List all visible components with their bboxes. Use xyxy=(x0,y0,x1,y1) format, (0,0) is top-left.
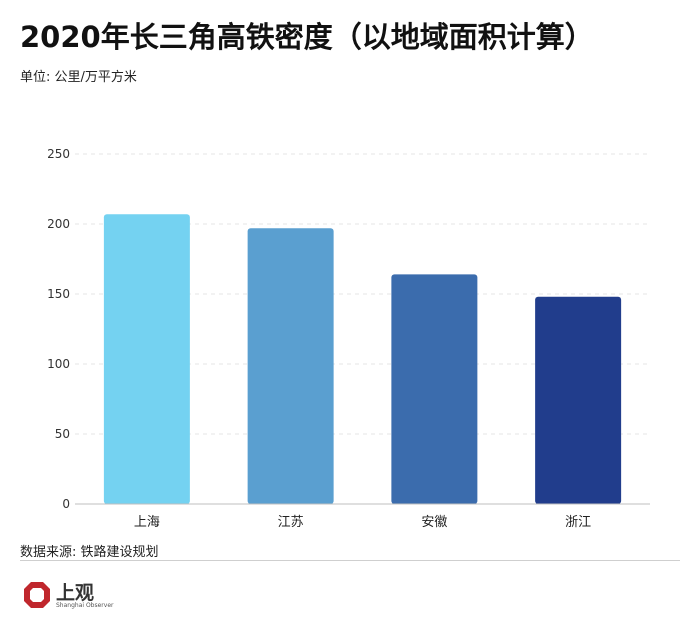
logo-subtext: Shanghai Observer xyxy=(56,602,114,609)
bar-2 xyxy=(391,274,478,504)
x-tick-label: 江苏 xyxy=(278,514,304,530)
logo-text: 上观 xyxy=(56,582,95,604)
y-axis-ticks: 0 50 100 150 200 250 xyxy=(47,147,70,511)
bars xyxy=(103,214,622,504)
shanghai-observer-logo-icon xyxy=(24,582,50,608)
bar-chart: 0 50 100 150 200 250 上海 江苏 安徽 浙江 xyxy=(47,147,650,530)
x-axis-ticks: 上海 江苏 安徽 浙江 xyxy=(134,514,591,530)
y-tick-label: 100 xyxy=(47,357,70,371)
y-tick-label: 200 xyxy=(47,217,70,231)
chart-subtitle: 单位: 公里/万平方米 xyxy=(20,70,137,85)
y-tick-label: 250 xyxy=(47,147,70,161)
bar-1 xyxy=(247,228,334,504)
bar-3 xyxy=(535,296,622,504)
data-source: 数据来源: 铁路建设规划 xyxy=(20,545,159,560)
x-tick-label: 上海 xyxy=(134,515,160,530)
footer-divider xyxy=(20,560,680,561)
y-tick-label: 50 xyxy=(55,427,70,441)
y-tick-label: 150 xyxy=(47,287,70,301)
x-tick-label: 浙江 xyxy=(565,515,591,530)
bar-0 xyxy=(103,214,190,504)
chart-title: 2020年长三角高铁密度（以地域面积计算） xyxy=(20,20,594,54)
publisher-logo: 上观 Shanghai Observer xyxy=(22,578,132,612)
x-tick-label: 安徽 xyxy=(421,515,447,530)
y-tick-label: 0 xyxy=(62,497,70,511)
